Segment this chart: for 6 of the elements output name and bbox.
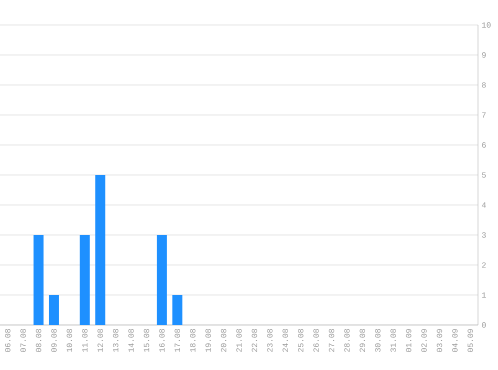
bar [48,295,59,325]
bar [34,234,44,325]
bar [156,234,167,325]
bar [172,295,182,325]
bar [80,234,90,325]
bar [95,174,106,325]
